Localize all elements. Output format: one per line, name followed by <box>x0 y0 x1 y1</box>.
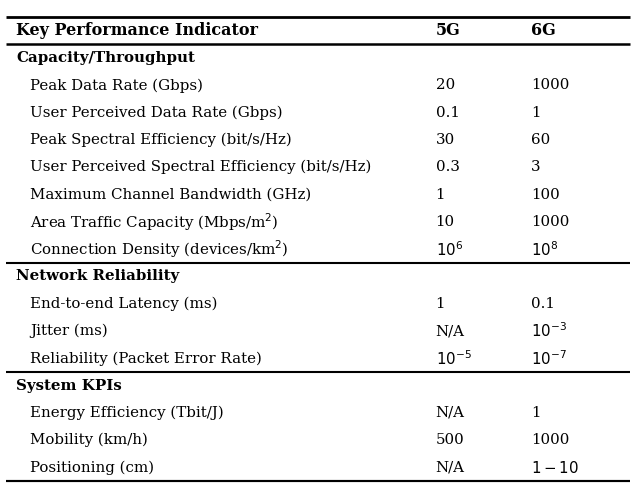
Text: 0.1: 0.1 <box>531 297 555 311</box>
Text: N/A: N/A <box>436 461 465 474</box>
Text: 500: 500 <box>436 433 464 447</box>
Text: 6G: 6G <box>531 23 556 39</box>
Text: Jitter (ms): Jitter (ms) <box>30 324 107 338</box>
Text: 1000: 1000 <box>531 215 569 229</box>
Text: 0.3: 0.3 <box>436 160 460 174</box>
Text: 1: 1 <box>436 297 445 311</box>
Text: $10^{-5}$: $10^{-5}$ <box>436 349 471 368</box>
Text: 60: 60 <box>531 133 550 147</box>
Text: 100: 100 <box>531 188 560 201</box>
Text: Capacity/Throughput: Capacity/Throughput <box>16 51 195 65</box>
Text: $10^8$: $10^8$ <box>531 240 558 259</box>
Text: $10^{-7}$: $10^{-7}$ <box>531 349 567 368</box>
Text: Connection Density (devices/km$^2$): Connection Density (devices/km$^2$) <box>30 238 289 260</box>
Text: System KPIs: System KPIs <box>16 379 121 392</box>
Text: Peak Spectral Efficiency (bit/s/Hz): Peak Spectral Efficiency (bit/s/Hz) <box>30 133 291 147</box>
Text: End-to-end Latency (ms): End-to-end Latency (ms) <box>30 296 218 311</box>
Text: User Perceived Spectral Efficiency (bit/s/Hz): User Perceived Spectral Efficiency (bit/… <box>30 160 371 174</box>
Text: User Perceived Data Rate (Gbps): User Perceived Data Rate (Gbps) <box>30 105 282 120</box>
Text: Mobility (km/h): Mobility (km/h) <box>30 433 148 447</box>
Text: 1000: 1000 <box>531 433 569 447</box>
Text: Area Traffic Capacity (Mbps/m$^2$): Area Traffic Capacity (Mbps/m$^2$) <box>30 211 279 233</box>
Text: 30: 30 <box>436 133 455 147</box>
Text: 3: 3 <box>531 160 541 174</box>
Text: Energy Efficiency (Tbit/J): Energy Efficiency (Tbit/J) <box>30 406 223 420</box>
Text: 1: 1 <box>531 406 541 420</box>
Text: $10^{-3}$: $10^{-3}$ <box>531 322 567 341</box>
Text: 1000: 1000 <box>531 78 569 93</box>
Text: 0.1: 0.1 <box>436 106 460 120</box>
Text: Reliability (Packet Error Rate): Reliability (Packet Error Rate) <box>30 351 261 366</box>
Text: 10: 10 <box>436 215 455 229</box>
Text: Positioning (cm): Positioning (cm) <box>30 460 154 475</box>
Text: $10^6$: $10^6$ <box>436 240 463 259</box>
Text: Maximum Channel Bandwidth (GHz): Maximum Channel Bandwidth (GHz) <box>30 188 311 201</box>
Text: Key Performance Indicator: Key Performance Indicator <box>16 23 258 39</box>
Text: $1 - 10$: $1 - 10$ <box>531 460 579 475</box>
Text: N/A: N/A <box>436 406 465 420</box>
Text: 1: 1 <box>531 106 541 120</box>
Text: N/A: N/A <box>436 324 465 338</box>
Text: 20: 20 <box>436 78 455 93</box>
Text: Network Reliability: Network Reliability <box>16 270 179 283</box>
Text: 1: 1 <box>436 188 445 201</box>
Text: 5G: 5G <box>436 23 460 39</box>
Text: Peak Data Rate (Gbps): Peak Data Rate (Gbps) <box>30 78 203 93</box>
